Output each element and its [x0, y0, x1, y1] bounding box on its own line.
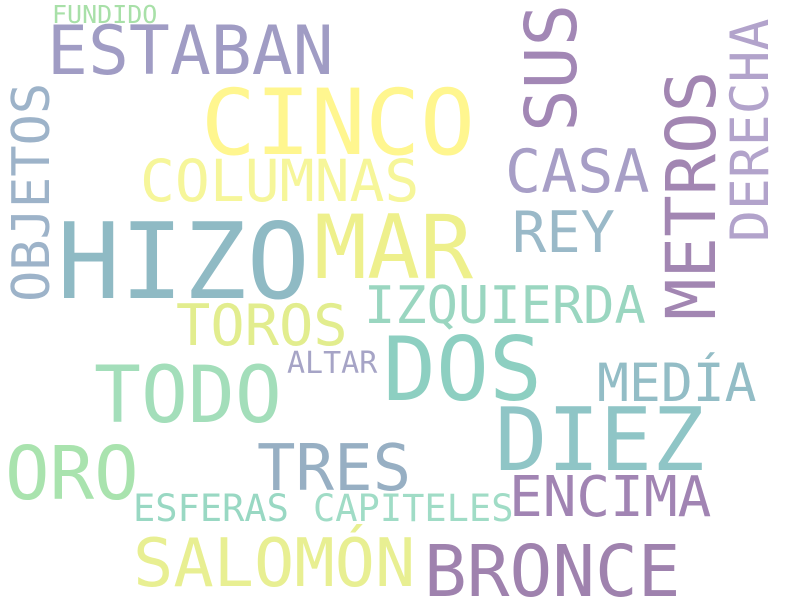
word-toros: TOROS [176, 293, 348, 359]
word-altar: ALTAR [287, 346, 378, 381]
word-rey: REY [512, 200, 615, 266]
word-sus: SUS [510, 3, 593, 132]
word-bronce: BRONCE [424, 530, 681, 613]
word-casa: CASA [505, 137, 650, 207]
word-oro: ORO [5, 431, 139, 517]
word-izquierda: IZQUIERDA [364, 276, 646, 336]
word-esferas: ESFERAS [133, 487, 289, 530]
word-fundido: FUNDIDO [52, 0, 158, 29]
word-cloud: FUNDIDO ESTABAN CINCO SUS DERECHA OBJETO… [2, 0, 781, 607]
word-capiteles: CAPITELES [313, 487, 514, 530]
word-metros: METROS [652, 70, 732, 320]
word-estaban: ESTABAN [47, 12, 334, 91]
word-todo: TODO [94, 351, 282, 441]
word-hizo: HIZO [57, 201, 310, 323]
word-mar: MAR [314, 196, 473, 299]
word-encima: ENCIMA [509, 465, 712, 530]
word-columnas: COLUMNAS [140, 147, 420, 215]
word-media: MEDÍA [597, 353, 757, 414]
word-diez: DIEZ [495, 389, 705, 491]
word-tres: TRES [257, 432, 412, 506]
word-objetos: OBJETOS [2, 82, 62, 302]
word-salomon: SALOMÓN [133, 524, 416, 602]
word-cinco: CINCO [201, 71, 475, 176]
word-dos: DOS [383, 318, 542, 421]
